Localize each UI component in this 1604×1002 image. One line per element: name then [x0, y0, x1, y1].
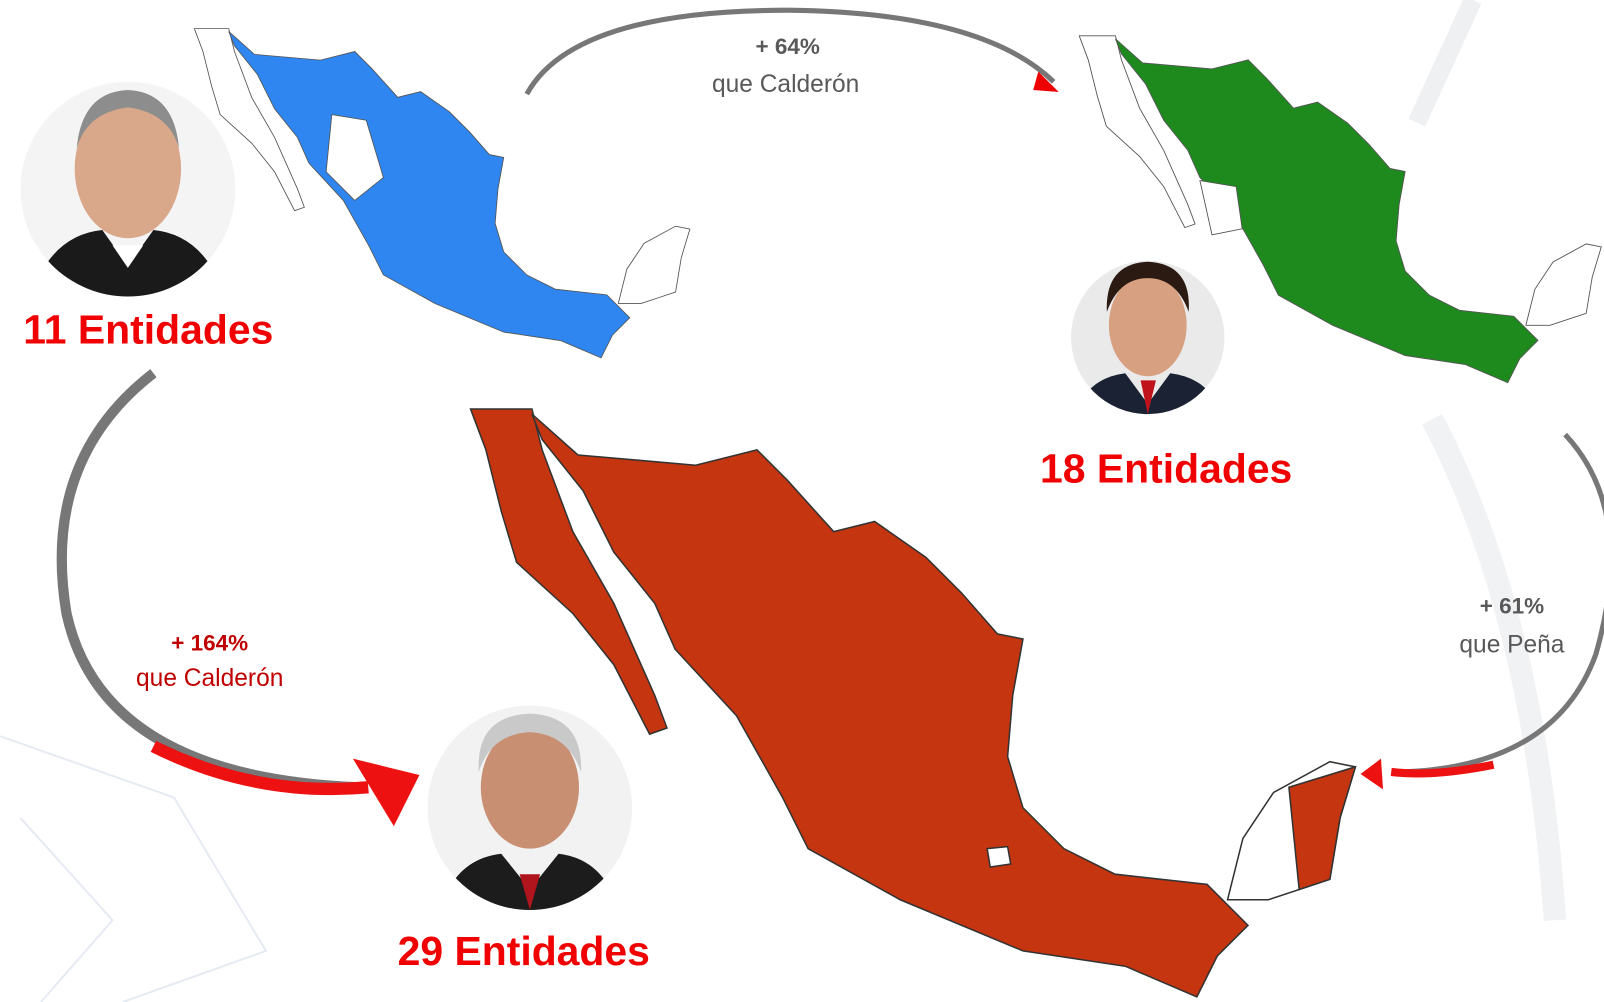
portrait-amlo: [427, 705, 633, 910]
arrow-percent: + 164%: [171, 630, 248, 655]
arrow-text: que Calderón: [136, 665, 283, 692]
arrow-text: que Calderón: [712, 71, 859, 98]
map-amlo: [469, 408, 1357, 998]
pena-label: 18 Entidades: [1040, 446, 1292, 492]
arrow: [56, 7, 1604, 827]
decoration: [1422, 413, 1567, 921]
map-pena: [1078, 35, 1602, 384]
arrow-percent: + 64%: [755, 34, 819, 59]
portrait-pena: [1071, 260, 1225, 415]
arrow-text: que Peña: [1459, 631, 1564, 658]
calderon-label: 11 Entidades: [23, 307, 273, 353]
decoration: [0, 735, 268, 1002]
amlo-label: 29 Entidades: [398, 928, 650, 974]
map-calderon: [193, 28, 691, 359]
portrait-calderon: [20, 81, 236, 297]
arrow-percent: + 61%: [1480, 593, 1544, 618]
decoration: [1408, 0, 1482, 127]
